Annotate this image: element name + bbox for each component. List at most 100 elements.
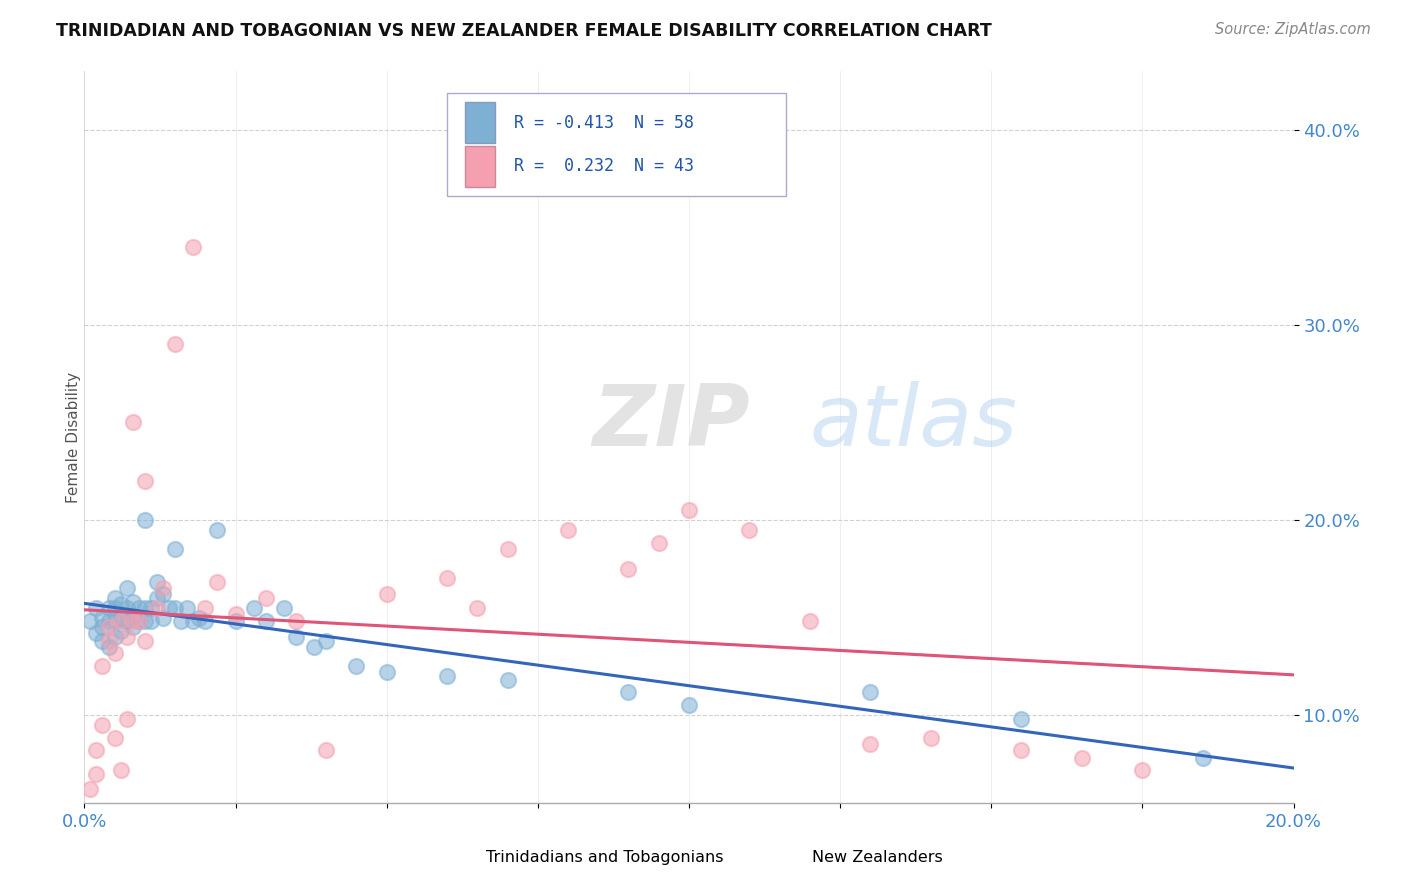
Point (97, 634, 120, 648)
Point (1192, 751, 1215, 765)
Point (678, 698, 700, 713)
Point (188, 610, 211, 624)
Point (375, 587, 398, 601)
Point (678, 503, 700, 517)
FancyBboxPatch shape (465, 103, 495, 143)
Point (121, 620, 143, 634)
Text: R = -0.413  N = 58: R = -0.413 N = 58 (513, 113, 693, 131)
Text: Source: ZipAtlas.com: Source: ZipAtlas.com (1215, 22, 1371, 37)
Point (97, 615, 120, 629)
Point (315, 743, 337, 757)
Point (557, 523, 579, 537)
Point (496, 542, 519, 557)
Point (115, 630, 138, 644)
Point (859, 684, 882, 698)
Point (467, 600, 489, 615)
Point (79, 615, 101, 629)
Point (128, 615, 150, 629)
Point (152, 581, 174, 595)
Point (157, 600, 180, 615)
Point (104, 731, 127, 746)
Point (110, 610, 132, 624)
Point (165, 337, 187, 351)
Point (104, 591, 127, 605)
Point (121, 595, 143, 609)
Point (1011, 743, 1033, 757)
Point (110, 615, 132, 629)
Point (121, 610, 143, 624)
Point (134, 634, 156, 648)
Point (181, 615, 204, 629)
Point (648, 536, 671, 550)
Point (273, 600, 295, 615)
Point (86, 743, 108, 757)
Point (165, 542, 187, 557)
Point (91, 634, 114, 648)
Point (139, 600, 162, 615)
Point (225, 607, 247, 621)
Point (91, 718, 114, 732)
Point (859, 737, 882, 751)
Point (79, 782, 101, 797)
Point (346, 659, 368, 673)
Point (170, 615, 193, 629)
Point (436, 572, 458, 586)
Point (254, 591, 277, 605)
Point (115, 712, 138, 726)
Point (128, 600, 150, 615)
Point (134, 615, 156, 629)
Point (128, 615, 150, 629)
Point (110, 763, 132, 777)
Point (176, 600, 198, 615)
Point (91, 620, 114, 634)
Text: Trinidadians and Tobagonians: Trinidadians and Tobagonians (486, 850, 723, 865)
Point (152, 610, 174, 624)
Point (134, 513, 156, 527)
Point (617, 684, 640, 698)
Point (207, 523, 229, 537)
Point (146, 600, 169, 615)
Point (738, 523, 761, 537)
Point (496, 673, 519, 687)
Point (194, 615, 217, 629)
Point (104, 630, 127, 644)
Point (799, 615, 821, 629)
Point (91, 610, 114, 624)
Point (1130, 763, 1153, 777)
Point (115, 615, 138, 629)
Y-axis label: Female Disability: Female Disability (66, 371, 80, 503)
Point (115, 581, 138, 595)
Point (97, 640, 120, 654)
Point (165, 600, 187, 615)
FancyBboxPatch shape (447, 94, 786, 195)
Point (254, 615, 277, 629)
Point (436, 669, 458, 683)
Point (91, 659, 114, 673)
Point (152, 587, 174, 601)
Point (315, 634, 337, 648)
Point (104, 600, 127, 615)
Point (617, 562, 640, 576)
Point (134, 474, 156, 488)
Text: New Zealanders: New Zealanders (813, 850, 943, 865)
Point (1071, 751, 1094, 765)
Point (121, 416, 143, 430)
FancyBboxPatch shape (768, 843, 801, 872)
Point (86, 600, 108, 615)
Point (104, 646, 127, 660)
FancyBboxPatch shape (465, 146, 495, 186)
Point (115, 600, 138, 615)
Point (285, 615, 308, 629)
Point (139, 615, 162, 629)
Point (194, 600, 217, 615)
Point (225, 615, 247, 629)
Point (86, 766, 108, 780)
Text: R =  0.232  N = 43: R = 0.232 N = 43 (513, 158, 693, 176)
Point (181, 240, 204, 254)
Point (302, 640, 325, 654)
Point (146, 591, 169, 605)
Point (110, 597, 132, 611)
Point (375, 665, 398, 679)
Point (104, 615, 127, 629)
Point (121, 615, 143, 629)
